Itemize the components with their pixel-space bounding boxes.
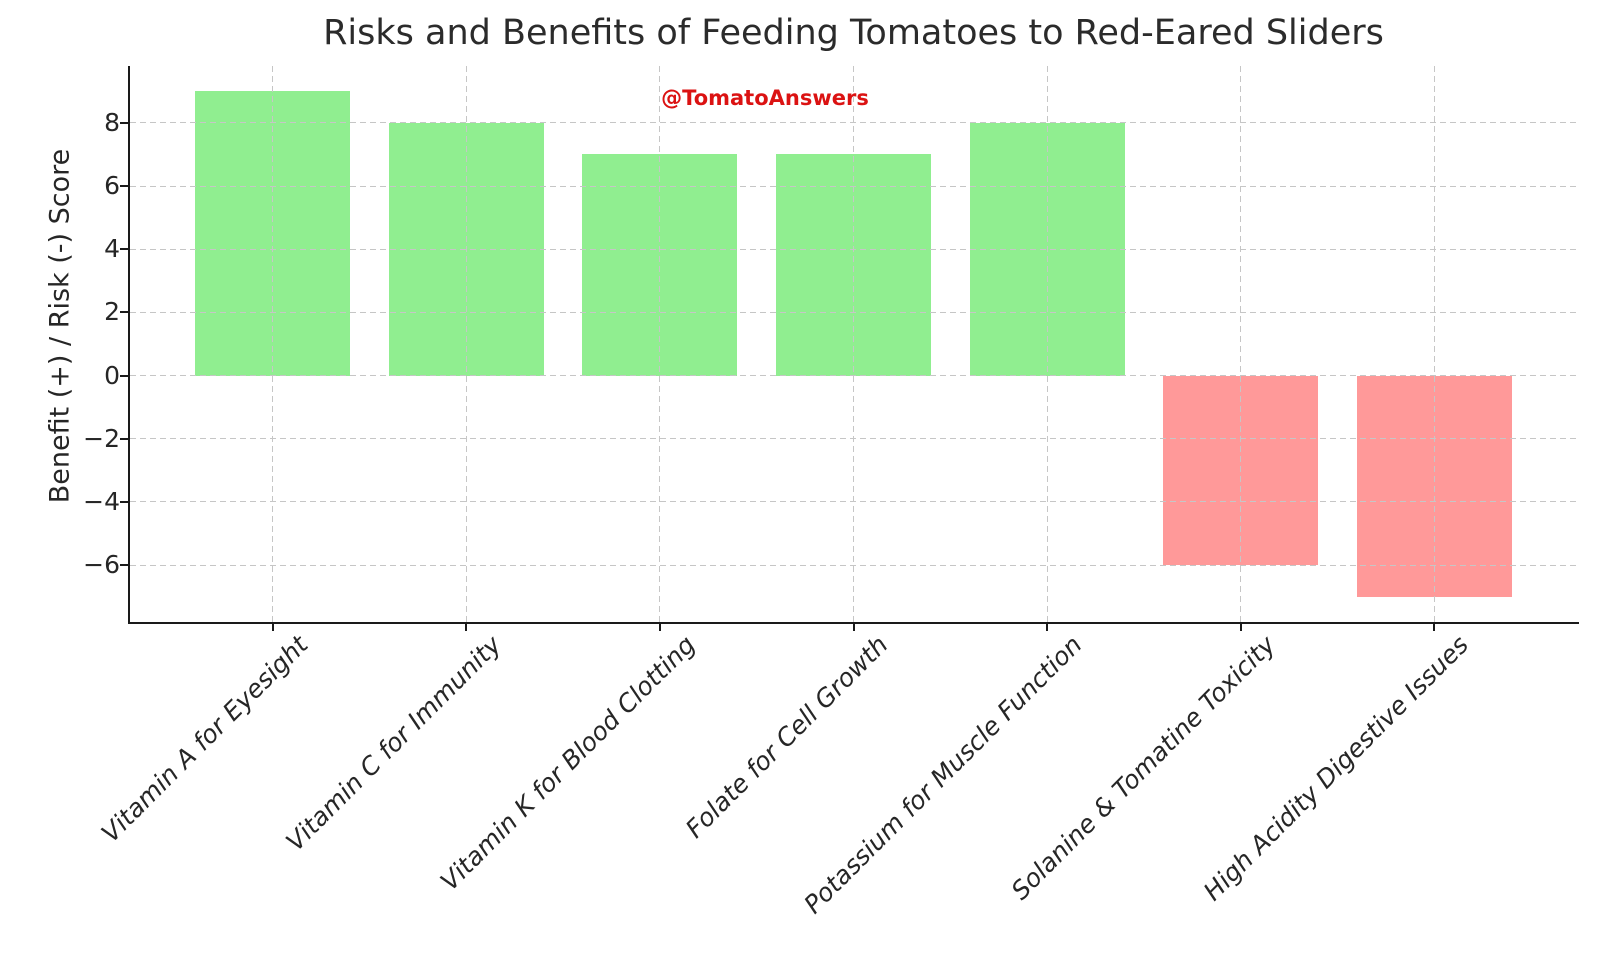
v-gridline — [1240, 66, 1241, 622]
y-tick-mark — [120, 185, 129, 188]
y-tick-mark — [120, 248, 129, 251]
x-axis-spine — [128, 622, 1579, 624]
y-tick-mark — [120, 374, 129, 377]
v-gridline — [1433, 66, 1435, 622]
v-gridline — [1046, 66, 1048, 622]
y-tick-label: 2 — [104, 297, 120, 327]
x-tick-mark — [1433, 622, 1435, 631]
y-tick-mark — [120, 564, 129, 567]
v-gridline — [659, 66, 661, 622]
x-tick-mark — [658, 622, 661, 631]
y-axis-spine — [128, 66, 130, 624]
y-tick-label: 8 — [104, 107, 120, 137]
y-tick-mark — [120, 311, 129, 314]
x-tick-label-vitamin-c-for-immunity: Vitamin C for Immunity — [280, 630, 508, 857]
x-tick-label-vitamin-a-for-eyesight: Vitamin A for Eyesight — [95, 630, 314, 848]
x-tick-mark — [852, 622, 855, 631]
x-tick-mark — [465, 622, 468, 631]
chart-title: Risks and Benefits of Feeding Tomatoes t… — [323, 13, 1384, 53]
y-tick-label: −6 — [83, 550, 120, 580]
y-tick-mark — [120, 500, 129, 503]
v-gridline — [465, 66, 467, 622]
x-tick-mark — [1239, 622, 1242, 631]
x-tick-mark — [1046, 622, 1048, 631]
y-tick-label: −4 — [83, 486, 120, 516]
x-tick-mark — [271, 622, 274, 631]
y-tick-label: 4 — [104, 234, 120, 264]
y-tick-mark — [120, 121, 129, 124]
v-gridline — [853, 66, 854, 622]
y-tick-label: 6 — [104, 171, 120, 201]
v-gridline — [272, 66, 274, 622]
y-tick-label: −2 — [83, 423, 120, 453]
x-tick-label-folate-for-cell-growth: Folate for Cell Growth — [680, 630, 895, 844]
plot-area — [120, 66, 1579, 631]
y-tick-label: 0 — [104, 360, 120, 390]
y-tick-mark — [120, 437, 129, 440]
watermark-text: @TomatoAnswers — [661, 86, 869, 110]
